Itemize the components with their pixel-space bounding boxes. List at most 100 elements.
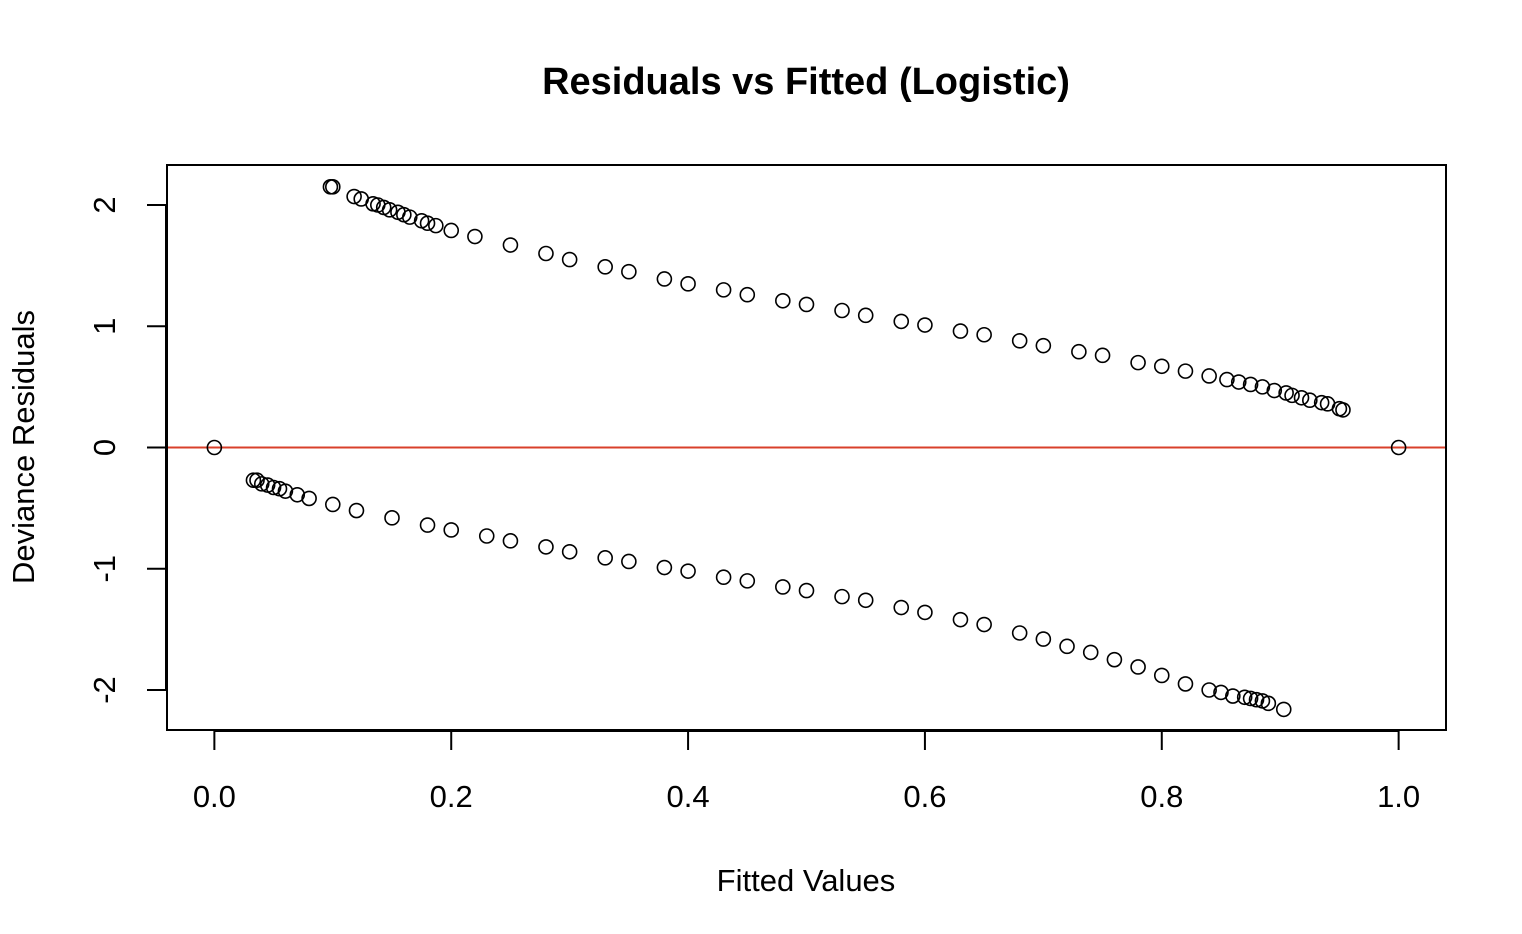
data-point — [680, 563, 696, 579]
data-point — [1153, 667, 1170, 684]
data-point — [739, 573, 756, 589]
data-point — [538, 245, 554, 262]
data-point — [1275, 701, 1292, 718]
data-point — [1284, 387, 1300, 404]
data-point — [1248, 691, 1265, 708]
data-point — [443, 522, 460, 538]
y-tick-label: 1 — [87, 318, 122, 335]
data-point — [1293, 389, 1310, 406]
data-point — [467, 228, 483, 245]
data-point — [1236, 689, 1253, 706]
data-point — [1242, 690, 1259, 707]
data-point — [715, 569, 732, 586]
data-point — [419, 517, 436, 533]
data-point — [1035, 337, 1052, 354]
data-point — [1011, 625, 1028, 641]
data-point — [324, 496, 341, 513]
data-point — [656, 271, 673, 287]
x-tick-label: 0.8 — [1140, 779, 1183, 814]
data-point — [245, 472, 262, 489]
data-point — [597, 550, 613, 566]
data-point — [621, 553, 637, 570]
data-point — [478, 528, 495, 544]
data-point — [502, 237, 519, 253]
plot-frame — [166, 164, 1447, 731]
y-tick-label: -1 — [87, 555, 122, 583]
data-point — [857, 307, 874, 324]
data-point — [561, 543, 578, 560]
data-point — [893, 599, 910, 616]
data-point — [384, 510, 400, 526]
data-point — [1094, 347, 1111, 364]
data-point — [289, 486, 306, 503]
data-point — [952, 611, 969, 628]
data-point — [917, 317, 933, 333]
data-point — [277, 483, 294, 499]
data-point — [1035, 631, 1052, 647]
data-point — [265, 479, 282, 496]
data-point — [1130, 659, 1146, 675]
x-axis-label: Fitted Values — [717, 863, 896, 898]
data-point — [1177, 676, 1194, 692]
data-point — [381, 202, 398, 218]
data-point — [834, 588, 850, 605]
data-point — [1201, 682, 1217, 698]
data-point — [428, 217, 444, 234]
data-point — [775, 292, 791, 309]
data-point — [1335, 402, 1351, 418]
data-point — [1254, 379, 1271, 395]
data-point — [1011, 333, 1028, 349]
data-point — [561, 251, 578, 268]
data-point — [538, 539, 554, 555]
data-point — [1082, 644, 1099, 661]
data-point — [249, 472, 265, 489]
data-point — [301, 490, 317, 507]
data-point — [348, 502, 365, 519]
data-point — [419, 215, 436, 231]
data-point — [1213, 684, 1229, 701]
data-point — [952, 323, 969, 339]
data-point — [656, 559, 673, 576]
x-tick-label: 0.2 — [430, 779, 473, 814]
data-point — [857, 592, 874, 609]
data-point — [1266, 382, 1283, 399]
x-tick-label: 0.6 — [903, 779, 946, 814]
data-point — [893, 313, 910, 330]
data-point — [253, 476, 270, 492]
data-point — [680, 276, 696, 292]
data-point — [1059, 638, 1075, 655]
data-point — [976, 326, 992, 343]
data-point — [798, 582, 815, 599]
data-point — [401, 209, 418, 225]
y-tick-label: 2 — [87, 196, 122, 213]
x-axis: 0.0 0.2 0.4 0.6 0.8 1.0 — [193, 730, 1420, 814]
residual-points — [206, 179, 1407, 718]
chart-title: Residuals vs Fitted (Logistic) — [542, 61, 1070, 103]
x-tick-label: 0.4 — [667, 779, 710, 814]
data-point — [502, 533, 519, 549]
data-point — [1260, 695, 1277, 712]
y-axis: -2 -1 0 1 2 — [87, 196, 167, 704]
data-point — [346, 188, 362, 205]
data-point — [1177, 363, 1194, 379]
data-point — [834, 302, 850, 319]
data-point — [621, 263, 637, 280]
data-point — [1313, 394, 1330, 411]
data-point — [976, 616, 992, 633]
data-point — [443, 222, 460, 239]
data-point — [798, 296, 815, 313]
data-point — [1225, 688, 1241, 704]
data-point — [1153, 358, 1170, 375]
y-axis-label: Deviance Residuals — [6, 310, 41, 584]
data-point — [1242, 376, 1259, 393]
data-point — [597, 259, 613, 275]
data-point — [1130, 354, 1146, 371]
x-tick-label: 1.0 — [1377, 779, 1420, 814]
data-point — [1219, 371, 1235, 388]
data-point — [739, 286, 756, 303]
data-point — [1390, 439, 1407, 456]
data-point — [1201, 368, 1217, 384]
x-tick-label: 0.0 — [193, 779, 236, 814]
data-point — [1230, 374, 1247, 390]
y-tick-label: -2 — [87, 676, 122, 704]
